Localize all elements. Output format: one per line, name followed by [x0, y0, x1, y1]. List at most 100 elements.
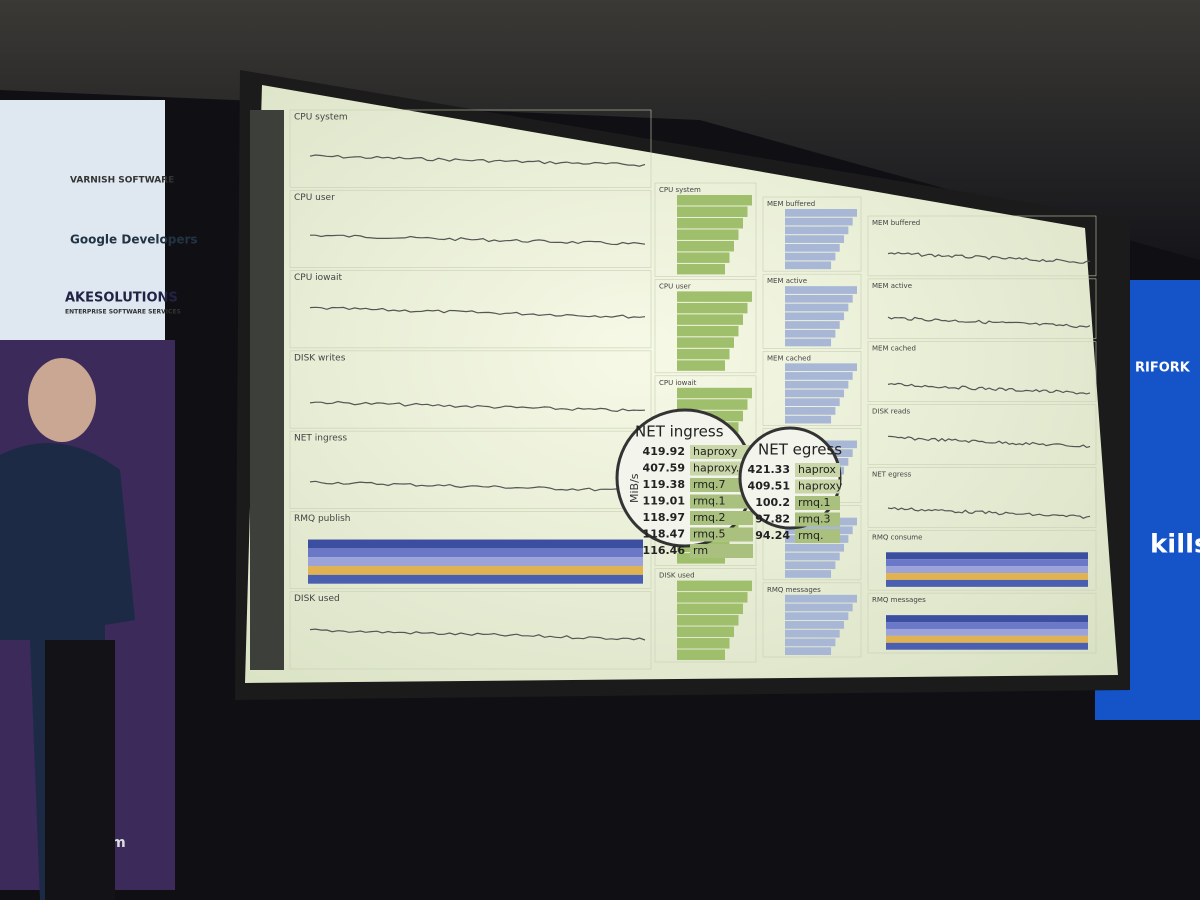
value: 97.82 — [755, 513, 790, 526]
panel — [654, 279, 757, 374]
value: 100.2 — [755, 496, 790, 509]
bar-row — [677, 638, 730, 649]
bar-row — [677, 387, 752, 399]
trace-line — [310, 234, 646, 246]
stacked-area — [886, 615, 1088, 623]
sign-text: ENTERPRISE SOFTWARE SERVICES — [65, 309, 181, 316]
sidebar — [250, 110, 284, 670]
panel-title: DISK reads — [872, 408, 910, 416]
bar-row — [785, 226, 849, 235]
bar-row — [785, 338, 832, 347]
bar-row — [677, 195, 752, 206]
bar-row — [785, 398, 840, 407]
panel — [289, 270, 652, 349]
name-bar — [690, 544, 753, 558]
bar-row — [785, 638, 836, 647]
series-name: rm — [693, 544, 708, 557]
name-bar — [690, 445, 753, 459]
trace-line — [309, 154, 646, 167]
value: 116.46 — [643, 544, 686, 557]
bar-row — [785, 217, 853, 226]
panel-title: MEM cached — [872, 345, 916, 353]
sign-text: VARNISH SOFTWARE — [70, 176, 174, 186]
bar-row — [677, 206, 748, 217]
panel — [867, 278, 1097, 340]
bar-row — [677, 360, 725, 371]
bar-row — [677, 615, 739, 626]
panel-title: CPU user — [294, 193, 335, 203]
bar-row — [785, 294, 853, 303]
name-bar — [690, 461, 753, 476]
sign-text: RIFORK — [1135, 361, 1191, 376]
panel-title: RMQ messages — [767, 586, 821, 594]
stacked-area — [308, 539, 643, 549]
bar-row — [785, 629, 840, 638]
bar-row — [785, 380, 849, 389]
panel — [867, 404, 1097, 465]
panel — [762, 582, 862, 658]
trace-line — [309, 400, 646, 413]
series-name: rmq.1 — [798, 496, 831, 509]
trace-line — [309, 480, 646, 493]
bar-row — [785, 303, 849, 312]
bar-row — [785, 621, 845, 629]
bar-row — [677, 217, 743, 229]
trace-line — [887, 382, 1091, 395]
bar-row — [785, 286, 857, 294]
left-banner — [0, 100, 165, 345]
series-name: haprox — [798, 463, 836, 476]
bar-row — [785, 407, 836, 415]
bar-row — [785, 603, 853, 612]
series-name: haproxy — [693, 445, 738, 458]
trace-line — [309, 628, 646, 641]
trace-line — [887, 506, 1091, 519]
panel-title: DISK used — [294, 594, 340, 604]
sign-text: kills — [1150, 530, 1200, 560]
panel — [762, 351, 862, 426]
panel-title: CPU system — [294, 113, 348, 123]
panel-title: CPU system — [659, 186, 701, 194]
panel-title: NET egress — [872, 470, 912, 478]
panel — [654, 182, 757, 277]
name-bar — [795, 479, 840, 494]
bar-row — [677, 649, 725, 660]
value: 407.59 — [643, 462, 685, 475]
bar-row — [677, 337, 734, 348]
trace-line — [887, 435, 1091, 449]
unit-label: MiB/s — [628, 473, 641, 503]
name-bar — [690, 511, 753, 525]
panel — [289, 591, 652, 670]
stacked-area — [886, 573, 1088, 580]
bar-row — [785, 552, 840, 561]
panel-title: DISK writes — [294, 353, 346, 363]
stacked-area — [886, 642, 1088, 650]
bar-row — [785, 363, 857, 372]
series-name: rmq. — [798, 529, 824, 542]
stacked-area — [886, 559, 1088, 567]
series-name: haproxy — [798, 480, 843, 493]
panel — [762, 273, 862, 349]
trace-line — [887, 316, 1091, 329]
name-bar — [795, 496, 840, 510]
bar-row — [785, 209, 857, 217]
name-bar — [795, 463, 840, 477]
panel-title: MEM buffered — [767, 200, 815, 208]
name-bar — [690, 527, 753, 542]
series-name: rmq.2 — [693, 511, 726, 524]
bar-row — [785, 252, 836, 261]
value: 119.38 — [643, 478, 685, 491]
bar-row — [677, 263, 725, 275]
stacked-area — [886, 635, 1088, 643]
series-name: rmq.5 — [693, 528, 726, 541]
series-name: rmq.7 — [693, 478, 726, 491]
panel-title: MEM cached — [767, 354, 811, 362]
panel-title: CPU user — [659, 282, 691, 290]
panel-title: MEM active — [872, 282, 912, 290]
bar-row — [785, 543, 845, 552]
magnifier-title: NET ingress — [635, 423, 724, 441]
value: 419.92 — [643, 445, 685, 458]
bar-row — [785, 389, 845, 398]
stacked-area — [886, 579, 1088, 587]
name-bar — [690, 478, 753, 492]
